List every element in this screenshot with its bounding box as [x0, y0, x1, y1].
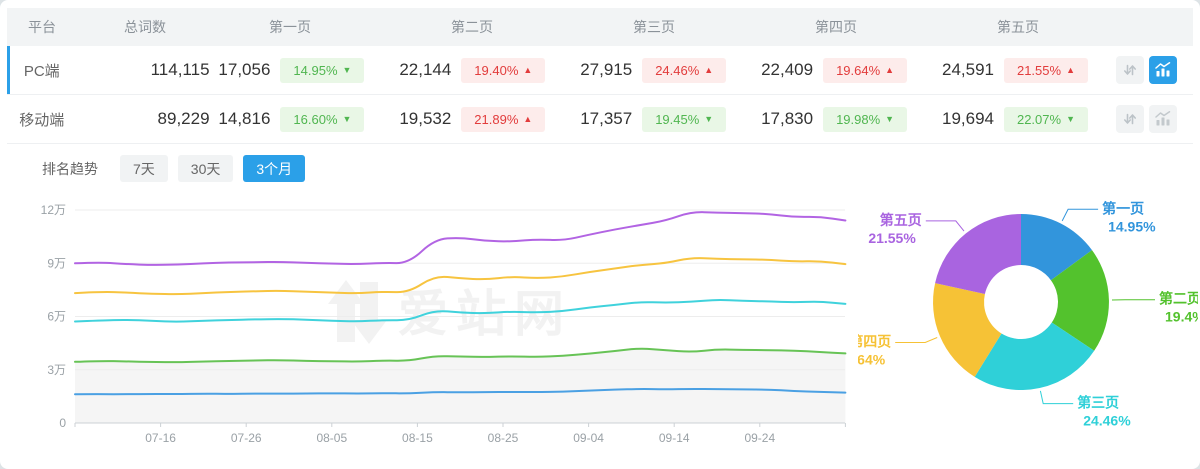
page3-cell: 27,915 24.46% ▲ — [573, 57, 754, 83]
header-platform: 平台 — [28, 19, 56, 35]
page4-value: 17,830 — [761, 109, 814, 128]
page2-cell: 19,532 21.89% ▲ — [392, 106, 573, 132]
svg-text:14.95%: 14.95% — [1108, 218, 1156, 234]
platform-label: PC端 — [23, 62, 60, 80]
page2-value: 19,532 — [399, 109, 452, 128]
change-badge: 21.89% ▲ — [461, 106, 546, 132]
selected-row-indicator — [7, 46, 10, 94]
tab-3months[interactable]: 3个月 — [243, 155, 306, 182]
change-badge: 21.55% ▲ — [1003, 57, 1088, 83]
tab-7days[interactable]: 7天 — [120, 155, 168, 182]
page1-cell: 17,056 14.95% ▼ — [212, 57, 393, 83]
svg-text:09-14: 09-14 — [659, 431, 690, 445]
svg-text:07-26: 07-26 — [231, 431, 262, 445]
trend-chart-icon[interactable] — [1148, 105, 1177, 133]
page1-cell: 14,816 16.60% ▼ — [212, 106, 393, 132]
page2-value: 22,144 — [399, 60, 452, 79]
header-page-1: 第一页 — [269, 19, 311, 35]
page5-cell: 24,591 21.55% ▲ — [935, 57, 1116, 83]
svg-text:24.46%: 24.46% — [1083, 413, 1131, 429]
svg-text:21.55%: 21.55% — [868, 230, 916, 246]
svg-text:0: 0 — [59, 416, 66, 430]
change-badge: 19.98% ▼ — [823, 106, 908, 132]
svg-text:09-24: 09-24 — [744, 431, 775, 445]
trend-section-title: 排名趋势 — [42, 160, 98, 177]
change-badge: 19.64% ▲ — [823, 57, 908, 83]
trend-arrow-icon: ▼ — [342, 114, 352, 124]
page1-value: 17,056 — [218, 60, 271, 79]
watermark-logo-icon — [328, 280, 387, 344]
trend-arrow-icon: ▼ — [704, 114, 714, 124]
change-badge: 24.46% ▲ — [642, 57, 727, 83]
table-header-row: 平台 总词数 第一页 第二页 第三页 第四页 第五页 — [7, 8, 1193, 46]
svg-text:12万: 12万 — [41, 203, 66, 217]
page2-cell: 22,144 19.40% ▲ — [392, 57, 573, 83]
svg-text:19.4%: 19.4% — [1165, 309, 1198, 325]
trend-section-header: 排名趋势 7天 30天 3个月 — [42, 155, 1200, 182]
page3-value: 17,357 — [580, 109, 633, 128]
header-page-3: 第三页 — [633, 19, 675, 35]
trend-arrow-icon: ▲ — [1066, 65, 1075, 75]
svg-text:6万: 6万 — [47, 310, 66, 324]
svg-text:第二页: 第二页 — [1159, 291, 1198, 307]
trend-arrow-icon: ▼ — [885, 114, 895, 124]
page-distribution-donut-chart: 第一页 14.95% 第二页 19.4% 第三页 24.46% 第四页 19.64% 第五页 21… — [858, 200, 1198, 429]
page5-cell: 19,694 22.07% ▼ — [935, 106, 1116, 132]
page1-value: 14,816 — [218, 109, 271, 128]
trend-chart-icon[interactable] — [1148, 56, 1177, 84]
platform-label: 移动端 — [19, 111, 65, 129]
svg-text:第三页: 第三页 — [1077, 395, 1119, 411]
rank-table: 平台 总词数 第一页 第二页 第三页 第四页 第五页 PC端 114,115 1… — [7, 8, 1193, 144]
table-row-pc[interactable]: PC端 114,115 17,056 14.95% ▼ 22,144 19.40%… — [7, 46, 1193, 95]
header-total: 总词数 — [124, 19, 166, 35]
svg-text:9万: 9万 — [47, 256, 66, 270]
svg-text:第一页: 第一页 — [1102, 200, 1144, 216]
svg-text:08-25: 08-25 — [488, 431, 519, 445]
trend-arrow-icon: ▲ — [885, 65, 895, 75]
total-words-value: 89,229 — [157, 109, 210, 128]
svg-text:08-15: 08-15 — [402, 431, 433, 445]
trend-arrow-icon: ▼ — [1066, 114, 1075, 124]
total-words-value: 114,115 — [150, 60, 210, 79]
svg-text:第五页: 第五页 — [880, 212, 922, 228]
header-page-5: 第五页 — [997, 19, 1039, 35]
sort-icon[interactable] — [1115, 105, 1144, 133]
tab-30days[interactable]: 30天 — [177, 155, 234, 182]
header-page-4: 第四页 — [815, 19, 857, 35]
change-badge: 19.45% ▼ — [642, 106, 727, 132]
svg-text:09-04: 09-04 — [573, 431, 604, 445]
trend-arrow-icon: ▲ — [523, 65, 533, 75]
page4-cell: 22,409 19.64% ▲ — [754, 57, 935, 83]
trend-arrow-icon: ▼ — [342, 65, 352, 75]
svg-text:08-05: 08-05 — [316, 431, 347, 445]
table-row-mobile[interactable]: 移动端 89,229 14,816 16.60% ▼ 19,532 21.89% ▲… — [7, 95, 1193, 144]
svg-text:3万: 3万 — [47, 363, 66, 377]
sort-icon[interactable] — [1115, 56, 1144, 84]
header-page-2: 第二页 — [451, 19, 493, 35]
svg-text:19.64%: 19.64% — [858, 352, 886, 368]
page5-value: 19,694 — [941, 109, 994, 128]
trend-arrow-icon: ▲ — [523, 114, 533, 124]
change-badge: 16.60% ▼ — [280, 106, 365, 132]
page4-value: 22,409 — [761, 60, 814, 79]
svg-text:07-16: 07-16 — [145, 431, 176, 445]
trend-arrow-icon: ▲ — [704, 65, 714, 75]
change-badge: 14.95% ▼ — [280, 57, 365, 83]
page3-cell: 17,357 19.45% ▼ — [573, 106, 754, 132]
svg-text:第四页: 第四页 — [858, 334, 891, 350]
change-badge: 22.07% ▼ — [1003, 106, 1088, 132]
page5-value: 24,591 — [941, 60, 994, 79]
page4-cell: 17,830 19.98% ▼ — [754, 106, 935, 132]
change-badge: 19.40% ▲ — [461, 57, 546, 83]
page3-value: 27,915 — [580, 60, 633, 79]
